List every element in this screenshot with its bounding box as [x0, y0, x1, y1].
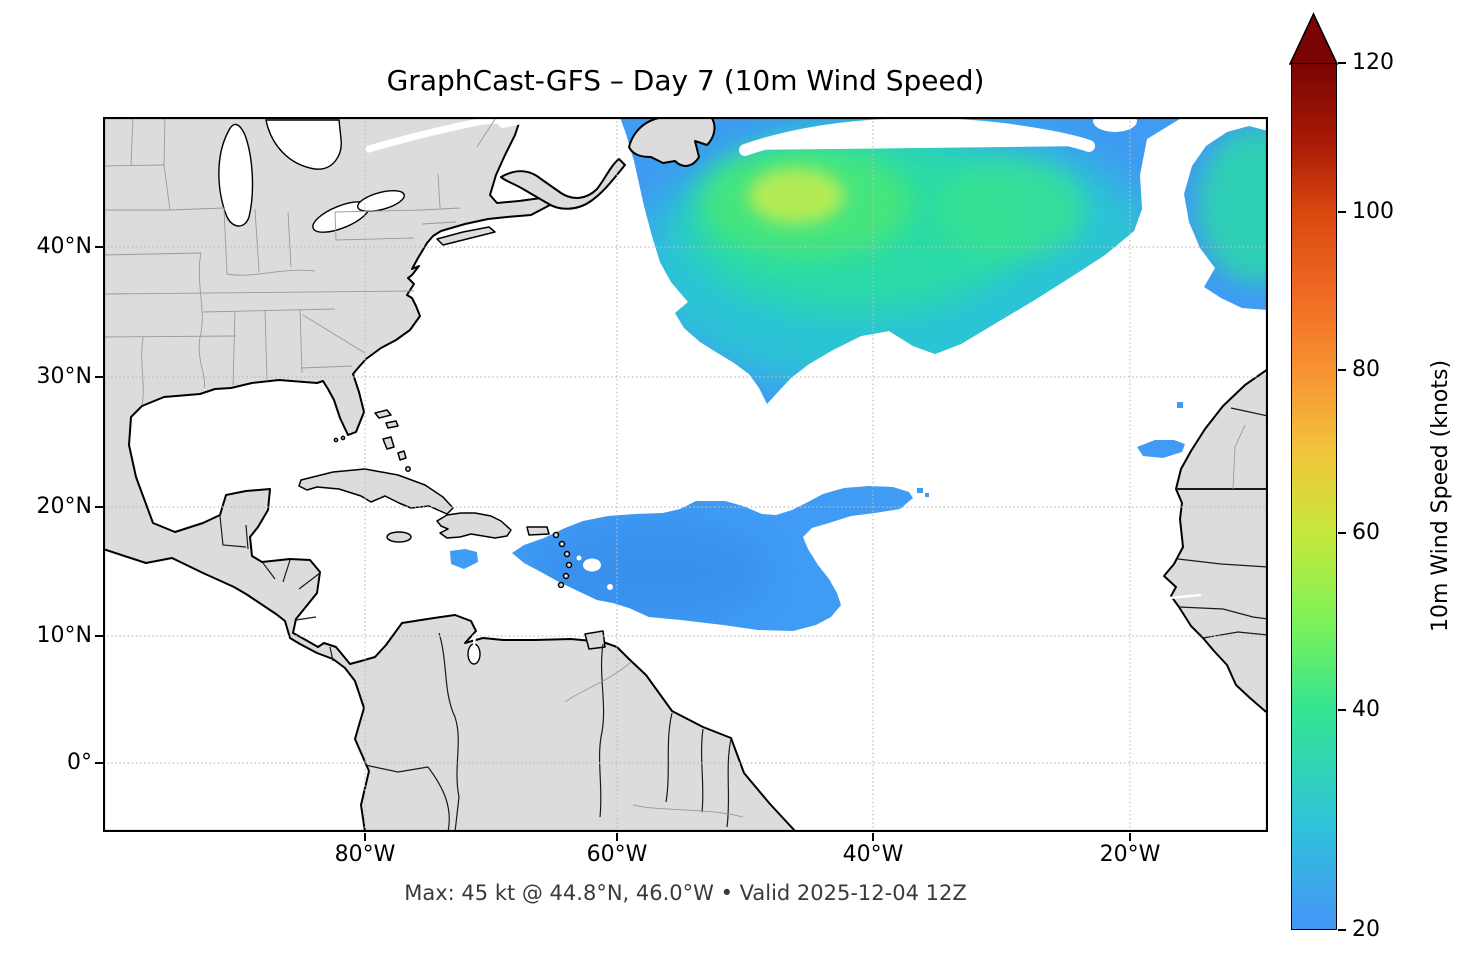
trinidad-island — [584, 630, 606, 650]
jamaica-island — [386, 531, 412, 543]
long-island — [436, 226, 496, 246]
colorbar-tick — [1338, 929, 1346, 931]
graticule-gridlines — [103, 117, 1268, 832]
colorbar-tick-label-80: 80 — [1352, 357, 1380, 382]
great-lakes — [218, 119, 405, 233]
wind-patch-south-of-hispaniola — [450, 549, 478, 569]
americas-landmass — [103, 117, 797, 832]
x-axis-tick — [872, 833, 874, 841]
lake-ontario — [357, 190, 405, 212]
colorbar-tick-label-40: 40 — [1352, 697, 1380, 722]
x-axis-tick — [1129, 833, 1131, 841]
lake-huron — [265, 119, 342, 170]
colorbar-axis-label: 10m Wind Speed (knots) — [1428, 359, 1453, 633]
newfoundland-island — [628, 117, 716, 167]
lake-michigan — [218, 123, 254, 227]
gambia-river — [1168, 593, 1202, 600]
south-america-borders — [364, 632, 744, 832]
y-axis-tick — [95, 762, 103, 764]
lon-tick-label-40w: 40°W — [842, 842, 904, 867]
hispaniola-island — [436, 512, 512, 539]
nova-scotia-peninsula — [500, 158, 626, 210]
axes-frame — [103, 117, 1268, 832]
st-lawrence-river — [365, 117, 532, 153]
west-africa-landmass — [1163, 368, 1268, 714]
plot-title: GraphCast-GFS – Day 7 (10m Wind Speed) — [386, 64, 985, 97]
central-america-borders — [219, 515, 334, 662]
maracaibo-inlet — [472, 633, 477, 646]
colorbar-gradient — [1291, 63, 1337, 930]
lesser-antilles-islands — [552, 531, 573, 589]
colorbar-extend-arrow — [1289, 12, 1339, 65]
wind-patch-west-africa — [1137, 440, 1185, 458]
colorbar-tick-label-100: 100 — [1352, 199, 1394, 224]
y-axis-tick — [95, 506, 103, 508]
colorbar-tick-label-60: 60 — [1352, 520, 1380, 545]
lon-tick-label-20w: 20°W — [1099, 842, 1161, 867]
x-axis-tick — [364, 833, 366, 841]
africa-borders — [1176, 407, 1268, 639]
cuba-island — [298, 468, 454, 515]
bahamas-islands — [374, 409, 411, 472]
lat-tick-label-20n: 20°N — [36, 494, 92, 519]
lat-tick-label-30n: 30°N — [36, 364, 92, 389]
lat-tick-label-0: 0° — [67, 750, 92, 775]
colorbar-tick — [1338, 369, 1346, 371]
wind-speck-west-africa — [1177, 402, 1183, 408]
lon-tick-label-80w: 80°W — [334, 842, 396, 867]
lat-tick-label-10n: 10°N — [36, 623, 92, 648]
florida-keys — [333, 437, 339, 443]
y-axis-tick — [95, 246, 103, 248]
lat-tick-label-40n: 40°N — [36, 234, 92, 259]
lon-tick-label-60w: 60°W — [586, 842, 648, 867]
colorbar-tick — [1338, 211, 1346, 213]
y-axis-tick — [95, 376, 103, 378]
colorbar-tick-label-20: 20 — [1352, 917, 1380, 942]
puerto-rico-island — [526, 526, 550, 536]
calm-band-swoosh — [739, 118, 1095, 156]
plot-subtitle: Max: 45 kt @ 44.8°N, 46.0°W • Valid 2025… — [404, 881, 967, 905]
florida-keys — [340, 435, 346, 441]
atlantic-basin-map — [103, 117, 1268, 832]
wind-field-north-atlantic — [620, 117, 1183, 404]
colorbar-tick-label-120: 120 — [1352, 50, 1394, 75]
wind-field-northeast-atlantic — [1184, 126, 1268, 310]
wind-speed-field — [405, 117, 1268, 643]
colorbar-tick — [1338, 532, 1346, 534]
x-axis-tick — [616, 833, 618, 841]
landmasses — [103, 117, 1268, 832]
y-axis-tick — [95, 635, 103, 637]
us-state-borders — [103, 117, 496, 406]
lake-maracaibo — [467, 643, 481, 665]
colorbar-tick — [1338, 709, 1346, 711]
colorbar-tick — [1338, 62, 1346, 64]
wind-field-tropical-atlantic — [512, 486, 929, 631]
